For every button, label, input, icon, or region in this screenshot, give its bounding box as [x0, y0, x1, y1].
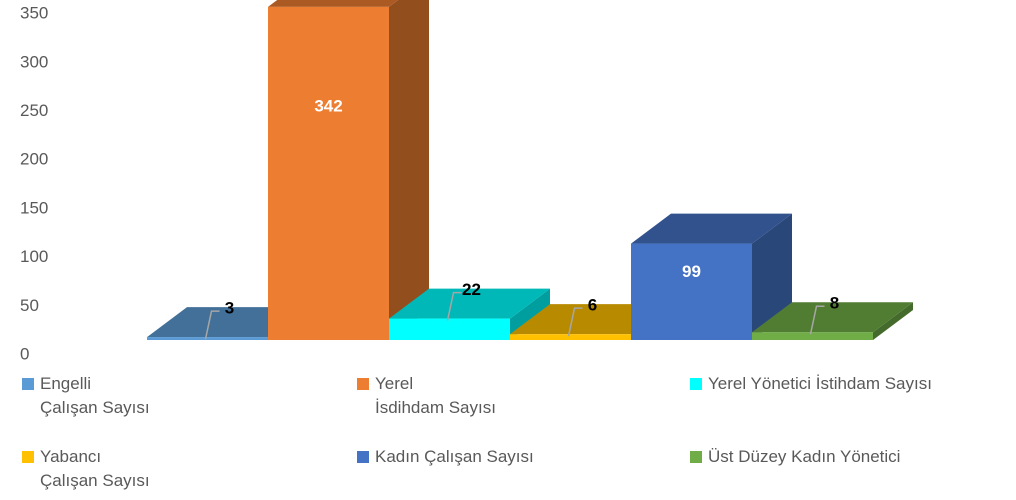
y-tick-label: 150: [20, 198, 48, 217]
bar: [631, 243, 752, 340]
leader-line: [204, 310, 220, 340]
bar-top: [752, 302, 913, 333]
y-tick-label: 350: [20, 4, 48, 23]
legend-label: Kadın Çalışan Sayısı: [375, 447, 534, 466]
y-tick-label: 200: [20, 150, 48, 169]
legend-swatch: [357, 451, 369, 463]
bar-top: [268, 0, 399, 7]
data-label: 3: [225, 299, 234, 318]
bar-side: [752, 213, 792, 340]
legend-item: Üst Düzey Kadın Yönetici: [690, 445, 900, 469]
leader-line: [809, 305, 825, 335]
legend-label: Yerel Yönetici İstihdam Sayısı: [708, 374, 932, 393]
y-tick-label: 250: [20, 101, 48, 120]
bar-top: [389, 288, 550, 319]
legend-item: Engelli Çalışan Sayısı: [22, 372, 150, 420]
legend-item: Yerel Yönetici İstihdam Sayısı: [690, 372, 932, 396]
leader-line: [446, 291, 462, 321]
data-label: 22: [462, 280, 481, 299]
bar: [268, 6, 389, 341]
y-tick-label: 0: [20, 344, 29, 363]
leader-line: [567, 307, 583, 337]
bar: [147, 337, 268, 340]
legend-swatch: [357, 378, 369, 390]
bar-side: [389, 0, 429, 340]
legend-label: Yerel İsdihdam Sayısı: [375, 374, 496, 417]
legend-swatch: [690, 451, 702, 463]
legend-swatch: [690, 378, 702, 390]
legend-label: Yabancı Çalışan Sayısı: [40, 447, 150, 490]
bar: [752, 332, 873, 340]
data-label: 6: [588, 296, 597, 315]
legend-swatch: [22, 451, 34, 463]
legend-item: Yerel İsdihdam Sayısı: [357, 372, 496, 420]
data-label: 8: [830, 294, 839, 313]
legend-label: Üst Düzey Kadın Yönetici: [708, 447, 901, 466]
data-label: 99: [682, 262, 701, 281]
bar-side: [873, 302, 913, 340]
bar-top: [510, 304, 671, 335]
legend-item: Yabancı Çalışan Sayısı: [22, 445, 150, 493]
bar: [389, 318, 510, 340]
y-tick-label: 100: [20, 247, 48, 266]
bar-top: [147, 307, 308, 338]
plot: 0 50 100 150 200 250 300 350 3 342 22 6 99 8: [20, 0, 913, 363]
y-tick-label: 300: [20, 52, 48, 71]
legend-swatch: [22, 378, 34, 390]
y-tick-label: 50: [20, 296, 39, 315]
bar: [510, 334, 631, 340]
legend-item: Kadın Çalışan Sayısı: [357, 445, 534, 469]
data-label: 342: [314, 96, 342, 115]
bar-top: [631, 213, 792, 244]
legend-label: Engelli Çalışan Sayısı: [40, 374, 150, 417]
